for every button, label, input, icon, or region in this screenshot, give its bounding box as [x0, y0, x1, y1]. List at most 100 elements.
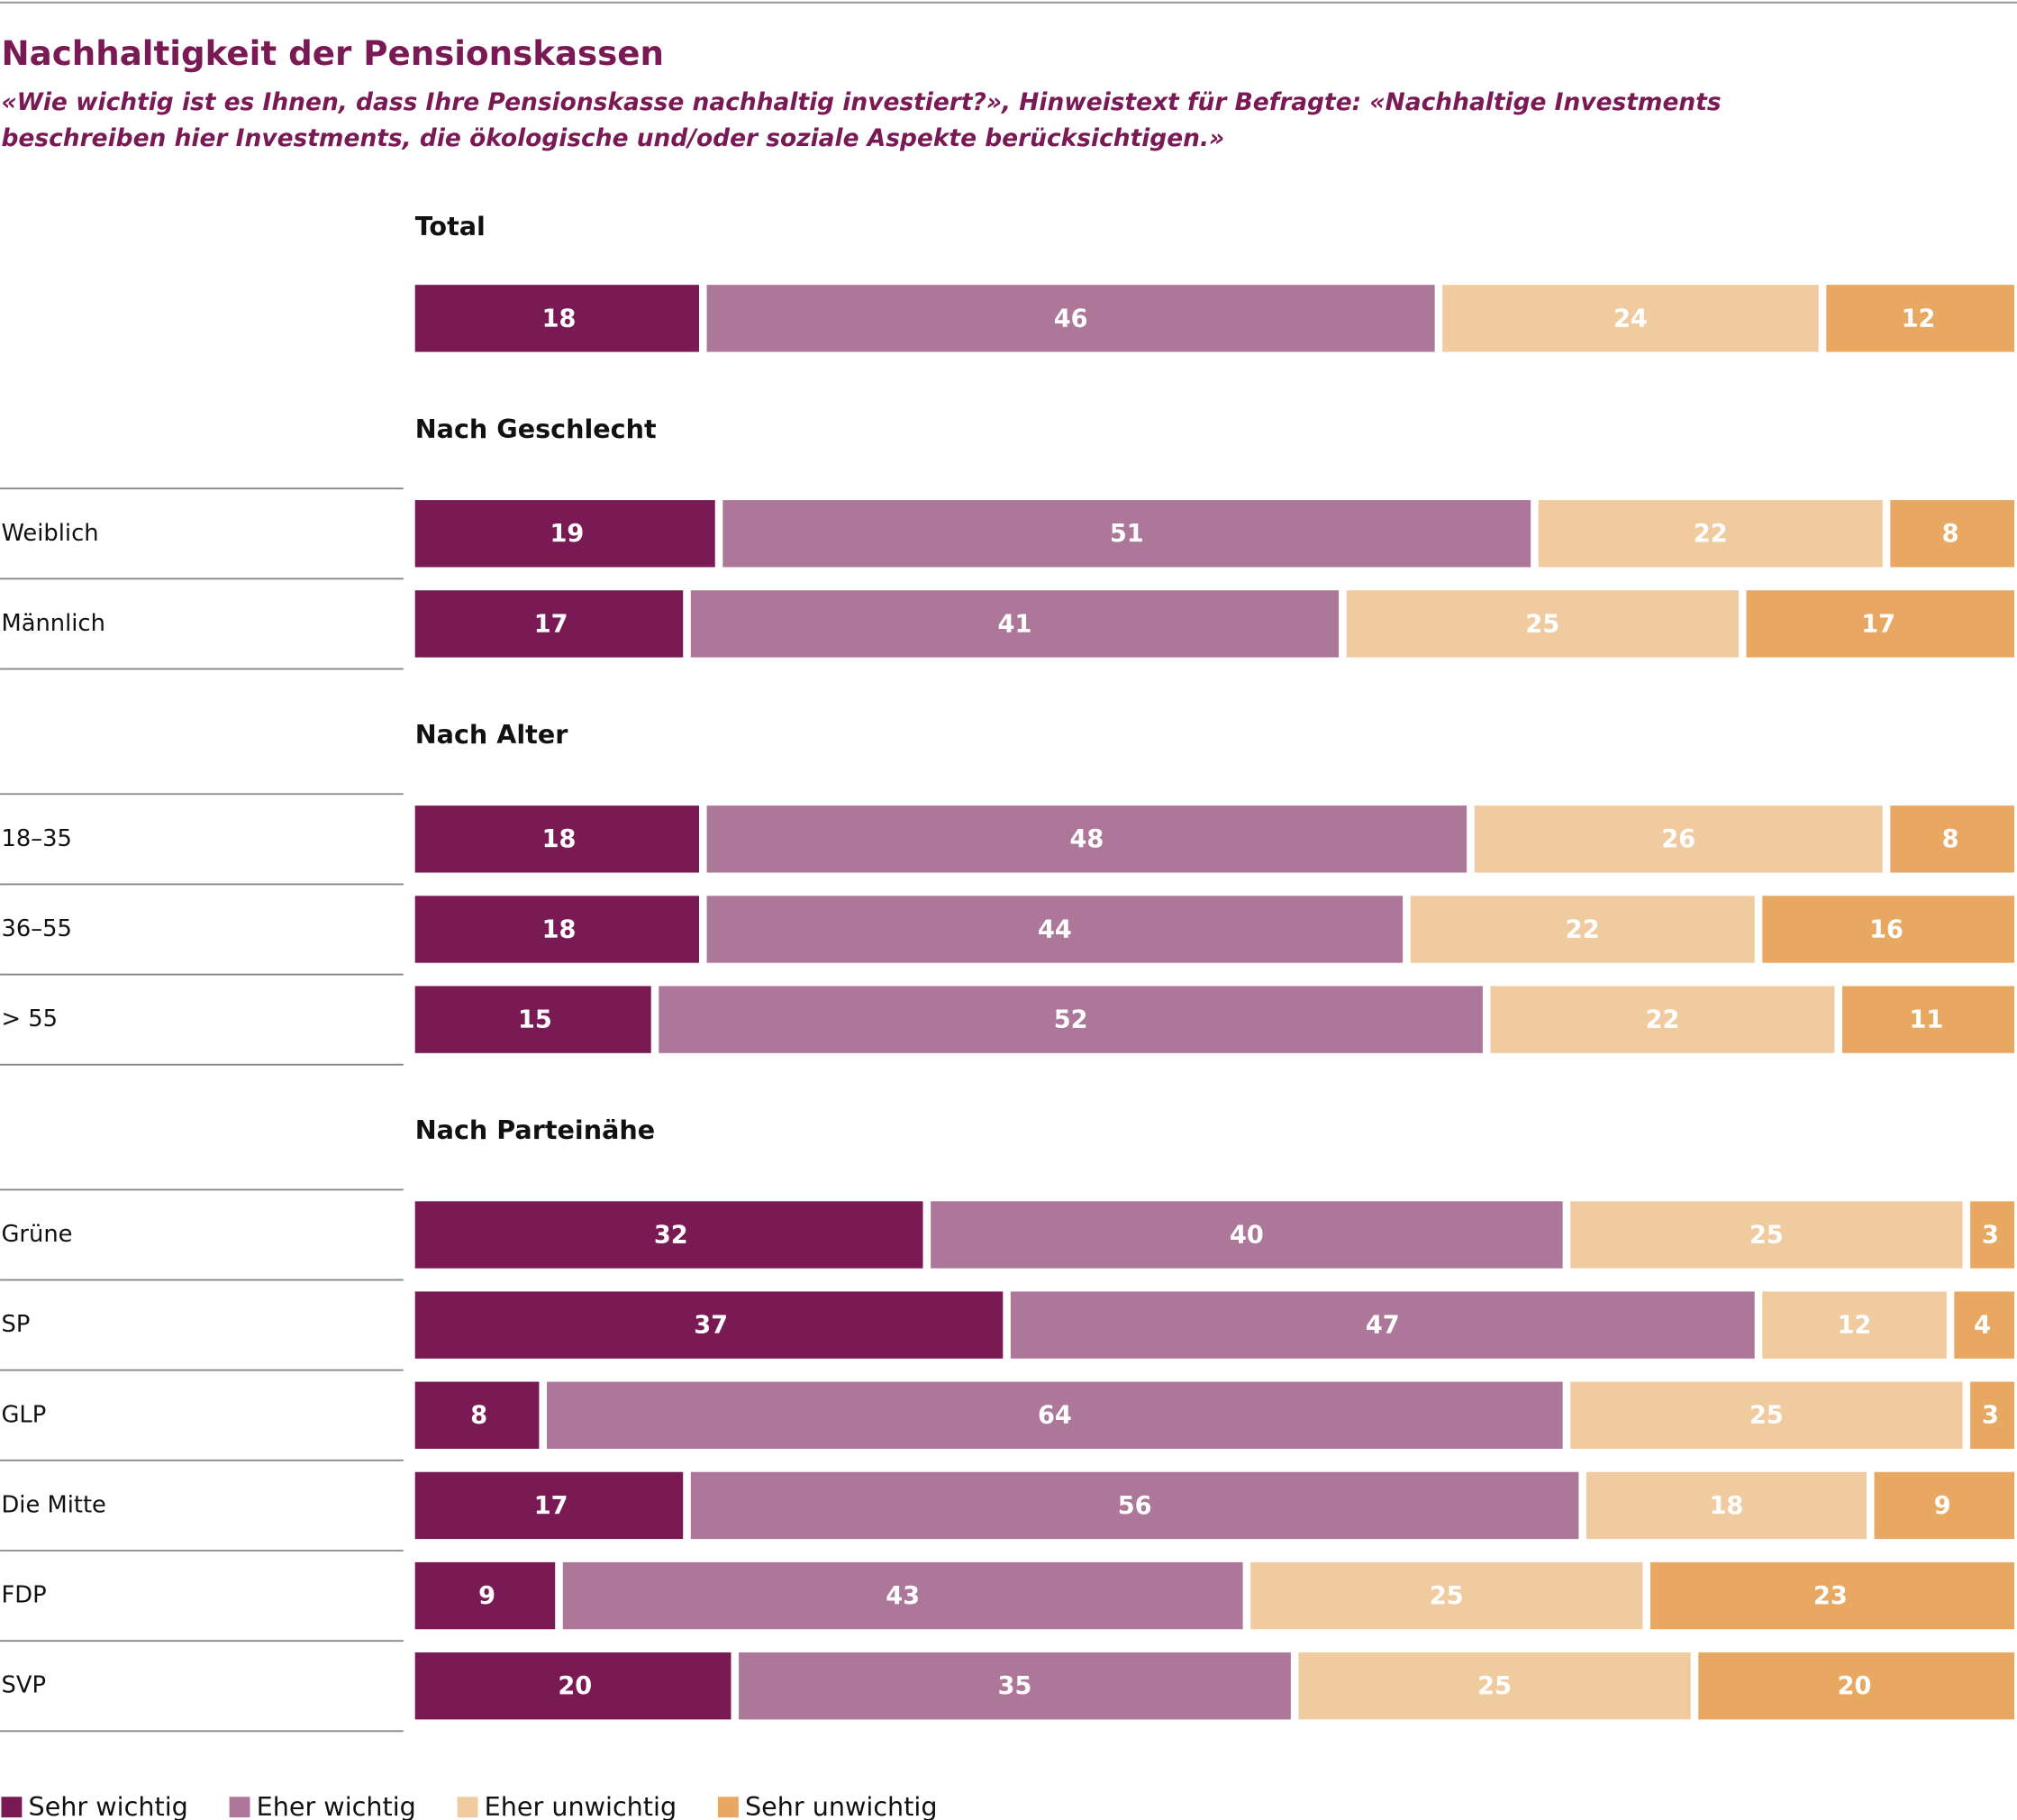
- value-label: 35: [998, 1672, 1032, 1700]
- value-label: 9: [478, 1582, 495, 1610]
- bar-segment: [1410, 896, 1755, 963]
- value-label: 25: [1749, 1221, 1784, 1249]
- bar-segment: [1842, 986, 2015, 1053]
- bar-segment: [414, 805, 699, 873]
- bar-segment: [1250, 1561, 1643, 1630]
- bar-segment: [1346, 590, 1739, 658]
- value-label: 17: [534, 610, 568, 638]
- subtitle: «Wie wichtig ist es Ihnen, dass Ihre Pen…: [1, 88, 1721, 116]
- bar-segment: [1970, 1201, 2015, 1269]
- value-label: 8: [1942, 825, 1959, 853]
- category-label: SP: [1, 1311, 30, 1338]
- value-label: 25: [1430, 1582, 1464, 1610]
- group-heading: Nach Geschlecht: [415, 414, 657, 444]
- bar-segment: [414, 1561, 556, 1630]
- category-label: Grüne: [1, 1221, 72, 1248]
- legend-label: Eher unwichtig: [485, 1791, 677, 1820]
- value-label: 9: [1934, 1492, 1951, 1520]
- group-heading: Total: [415, 211, 486, 241]
- value-label: 41: [998, 610, 1032, 638]
- value-label: 26: [1661, 825, 1695, 853]
- bar-segment: [414, 1471, 684, 1540]
- bar-segment: [1298, 1652, 1691, 1720]
- bar-segment: [1538, 500, 1883, 568]
- value-label: 17: [534, 1492, 568, 1520]
- value-label: 40: [1230, 1221, 1264, 1249]
- category-label: Weiblich: [1, 520, 98, 547]
- value-label: 3: [1982, 1221, 1999, 1249]
- group-heading: Nach Alter: [415, 719, 569, 750]
- category-label: GLP: [1, 1401, 46, 1428]
- value-label: 4: [1974, 1312, 1991, 1340]
- value-label: 11: [1910, 1006, 1944, 1034]
- bar-segment: [706, 285, 1435, 352]
- legend-label: Sehr unwichtig: [745, 1791, 938, 1820]
- value-label: 25: [1749, 1402, 1784, 1430]
- legend-swatch: [229, 1797, 250, 1818]
- value-label: 18: [542, 915, 577, 943]
- value-label: 20: [1838, 1672, 1872, 1700]
- bar-segment: [690, 590, 1340, 658]
- value-label: 18: [542, 825, 577, 853]
- category-label: 18–35: [1, 825, 71, 852]
- bar-segment: [1874, 1471, 2015, 1540]
- subtitle: beschreiben hier Investments, die ökolog…: [1, 124, 1224, 152]
- bar-segment: [1890, 500, 2015, 568]
- value-label: 23: [1813, 1582, 1848, 1610]
- value-label: 22: [1646, 1006, 1680, 1034]
- value-label: 43: [886, 1582, 920, 1610]
- bar-segment: [1570, 1381, 1963, 1449]
- value-label: 44: [1038, 915, 1072, 943]
- legend-label: Eher wichtig: [257, 1791, 416, 1820]
- bar-segment: [1010, 1291, 1755, 1359]
- category-label: Männlich: [1, 610, 104, 637]
- bar-segment: [414, 500, 715, 568]
- bar-segment: [1586, 1471, 1867, 1540]
- value-label: 47: [1366, 1312, 1400, 1340]
- value-label: 22: [1566, 915, 1600, 943]
- bar-segment: [1970, 1381, 2015, 1449]
- value-label: 25: [1525, 610, 1559, 638]
- bar-segment: [1490, 986, 1835, 1053]
- value-label: 15: [518, 1006, 552, 1034]
- category-label: FDP: [1, 1582, 46, 1609]
- value-label: 64: [1038, 1402, 1072, 1430]
- bar-segment: [931, 1201, 1563, 1269]
- legend-label: Sehr wichtig: [29, 1791, 188, 1820]
- bar-segment: [547, 1381, 1563, 1449]
- value-label: 48: [1069, 825, 1104, 853]
- bar-segment: [414, 1291, 1004, 1359]
- value-label: 37: [694, 1312, 728, 1340]
- value-label: 46: [1054, 305, 1088, 332]
- bar-segment: [706, 896, 1404, 963]
- bar-segment: [1890, 805, 2015, 873]
- value-label: 12: [1902, 305, 1936, 332]
- value-label: 32: [654, 1221, 688, 1249]
- bar-segment: [1954, 1291, 2015, 1359]
- bar-segment: [1698, 1652, 2015, 1720]
- category-label: SVP: [1, 1672, 46, 1699]
- value-label: 25: [1477, 1672, 1512, 1700]
- bar-segment: [414, 1201, 923, 1269]
- bar-segment: [1650, 1561, 2015, 1630]
- bar-segment: [739, 1652, 1291, 1720]
- category-label: Die Mitte: [1, 1491, 105, 1518]
- value-label: 51: [1110, 520, 1144, 548]
- value-label: 17: [1861, 610, 1895, 638]
- value-label: 20: [558, 1672, 592, 1700]
- group-heading: Nach Parteinähe: [415, 1115, 655, 1145]
- value-label: 12: [1838, 1312, 1872, 1340]
- legend-swatch: [457, 1797, 478, 1818]
- bar-segment: [414, 285, 699, 352]
- bar-segment: [1762, 896, 2015, 963]
- value-label: 18: [542, 305, 577, 332]
- category-label: > 55: [1, 1006, 58, 1033]
- value-label: 8: [470, 1402, 487, 1430]
- bar-segment: [414, 590, 684, 658]
- value-label: 19: [550, 520, 584, 548]
- bar-segment: [1762, 1291, 1947, 1359]
- bar-segment: [1746, 590, 2015, 658]
- bar-segment: [1826, 285, 2015, 352]
- bar-segment: [722, 500, 1531, 568]
